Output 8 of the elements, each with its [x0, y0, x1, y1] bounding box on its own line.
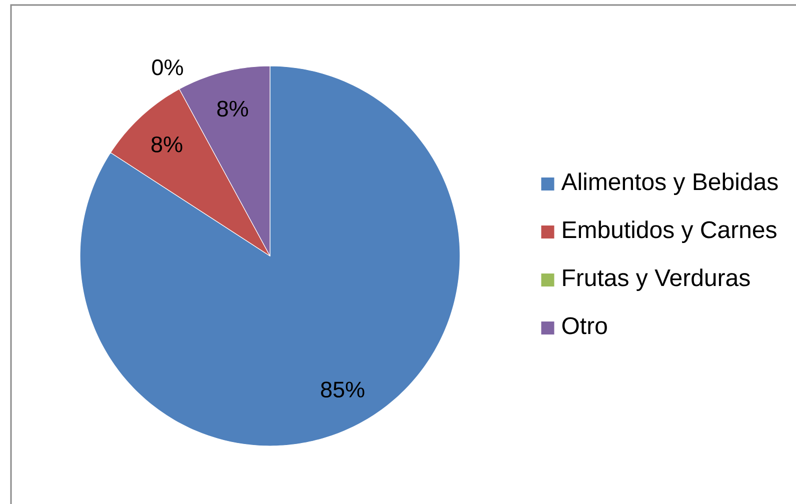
data-label: 8% — [217, 100, 248, 117]
legend-label: Alimentos y Bebidas — [561, 172, 778, 195]
data-label: 8% — [152, 136, 182, 152]
data-label: 85% — [321, 382, 364, 398]
legend-label: Frutas y Verduras — [563, 268, 750, 291]
text: 0% — [152, 59, 183, 76]
legend-label: Otro — [562, 317, 607, 334]
legend-label: Embutidos y Carnes — [563, 220, 776, 243]
